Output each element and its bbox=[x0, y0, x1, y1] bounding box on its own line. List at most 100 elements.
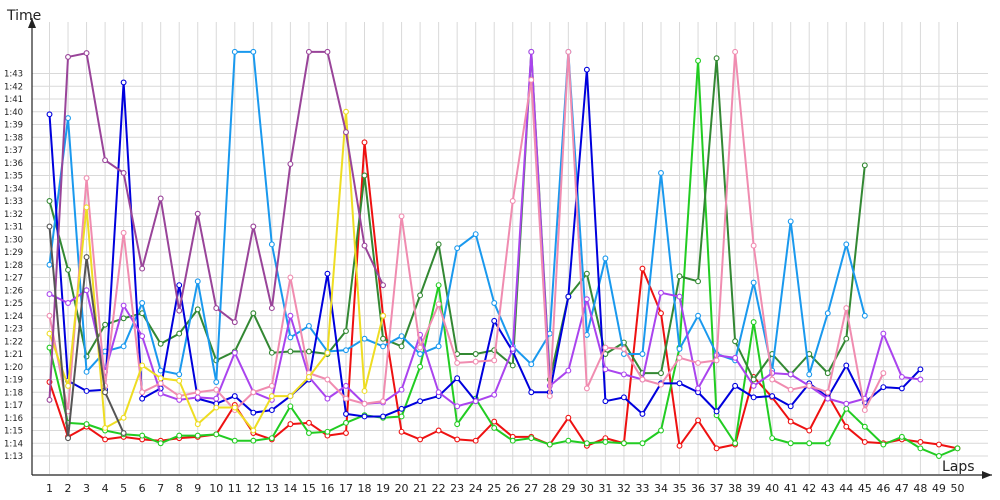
x-tick-label: 11 bbox=[228, 482, 242, 495]
data-point bbox=[676, 293, 683, 300]
data-point bbox=[157, 195, 164, 202]
y-tick-label: 1:29 bbox=[4, 248, 23, 258]
data-point bbox=[361, 413, 368, 420]
data-point bbox=[676, 380, 683, 387]
data-point bbox=[213, 404, 220, 411]
data-point bbox=[787, 371, 794, 378]
data-point bbox=[639, 440, 646, 447]
x-tick-label: 25 bbox=[487, 482, 501, 495]
data-point bbox=[750, 242, 757, 249]
x-tick-label: 48 bbox=[913, 482, 927, 495]
x-tick-label: 30 bbox=[580, 482, 594, 495]
data-point bbox=[546, 393, 553, 400]
y-tick-label: 1:36 bbox=[4, 159, 23, 169]
y-tick-label: 1:43 bbox=[4, 70, 23, 80]
data-point bbox=[917, 439, 924, 445]
data-point bbox=[398, 343, 405, 350]
data-point bbox=[139, 300, 146, 306]
series-line bbox=[48, 59, 959, 457]
y-tick-label: 1:33 bbox=[4, 197, 23, 207]
data-point bbox=[861, 439, 868, 445]
data-point bbox=[732, 440, 739, 447]
data-point bbox=[713, 357, 720, 364]
y-tick-label: 1:35 bbox=[4, 172, 23, 182]
x-tick-label: 35 bbox=[673, 482, 687, 495]
data-point bbox=[435, 427, 442, 434]
data-point bbox=[83, 287, 90, 294]
data-point bbox=[83, 388, 90, 394]
data-point bbox=[102, 321, 109, 328]
data-point bbox=[491, 357, 498, 364]
data-point bbox=[194, 421, 201, 428]
data-point bbox=[861, 407, 868, 414]
data-point bbox=[343, 410, 349, 417]
data-point bbox=[898, 433, 905, 440]
data-point bbox=[398, 333, 405, 340]
data-point bbox=[231, 349, 238, 356]
series-4 bbox=[46, 48, 868, 385]
data-point bbox=[65, 300, 71, 306]
data-point bbox=[268, 349, 275, 356]
x-tick-label: 22 bbox=[432, 482, 446, 495]
data-point bbox=[231, 437, 238, 444]
data-point bbox=[528, 435, 535, 442]
data-point bbox=[583, 331, 590, 338]
y-tick-label: 1:26 bbox=[4, 286, 23, 296]
x-tick-label: 8 bbox=[176, 482, 183, 495]
data-point bbox=[695, 312, 701, 319]
series-line bbox=[48, 68, 922, 418]
data-point bbox=[602, 366, 609, 373]
data-point bbox=[231, 48, 238, 55]
y-tick-label: 1:37 bbox=[4, 146, 23, 156]
data-point bbox=[824, 389, 831, 396]
data-point bbox=[824, 440, 831, 447]
data-point bbox=[176, 393, 183, 400]
data-point bbox=[194, 210, 201, 217]
data-point bbox=[620, 371, 627, 378]
data-point bbox=[658, 310, 664, 317]
data-point bbox=[732, 354, 739, 361]
data-point bbox=[324, 270, 331, 277]
data-point bbox=[83, 204, 90, 211]
data-point bbox=[46, 223, 53, 230]
y-tick-label: 1:21 bbox=[4, 350, 23, 360]
x-tick-label: 4 bbox=[102, 482, 109, 495]
data-point bbox=[139, 389, 146, 396]
data-point bbox=[343, 108, 349, 115]
data-point bbox=[620, 345, 627, 352]
data-point bbox=[120, 414, 127, 421]
y-tick-label: 1:14 bbox=[4, 439, 23, 449]
data-point bbox=[361, 242, 368, 249]
data-point bbox=[157, 367, 164, 374]
data-point bbox=[305, 374, 312, 380]
data-point bbox=[676, 354, 683, 361]
data-point bbox=[268, 407, 275, 414]
data-point bbox=[435, 343, 442, 350]
data-point bbox=[806, 382, 813, 389]
x-tick-label: 50 bbox=[950, 482, 964, 495]
data-point bbox=[583, 385, 590, 392]
data-point bbox=[398, 405, 405, 412]
data-point bbox=[472, 398, 479, 405]
y-tick-label: 1:13 bbox=[4, 452, 23, 462]
data-point bbox=[287, 403, 294, 410]
data-point bbox=[268, 393, 275, 400]
x-tick-label: 29 bbox=[561, 482, 575, 495]
series-7 bbox=[46, 48, 887, 415]
data-point bbox=[565, 367, 572, 374]
data-point bbox=[120, 79, 127, 86]
data-point bbox=[398, 213, 405, 220]
data-point bbox=[880, 384, 887, 391]
data-point bbox=[324, 428, 331, 435]
x-tick-label: 47 bbox=[895, 482, 909, 495]
y-tick-label: 1:18 bbox=[4, 388, 23, 398]
x-tick-label: 44 bbox=[839, 482, 853, 495]
data-point bbox=[639, 410, 646, 417]
x-tick-label: 38 bbox=[728, 482, 742, 495]
y-tick-label: 1:20 bbox=[4, 363, 23, 373]
data-point bbox=[139, 265, 146, 272]
x-tick-label: 5 bbox=[120, 482, 127, 495]
y-tick-labels: 1:13 1:14 1:15 1:16 1:17 1:18 1:19 1:20 1:21 1:22… bbox=[4, 70, 23, 463]
data-point bbox=[83, 254, 90, 261]
data-point bbox=[305, 430, 312, 436]
